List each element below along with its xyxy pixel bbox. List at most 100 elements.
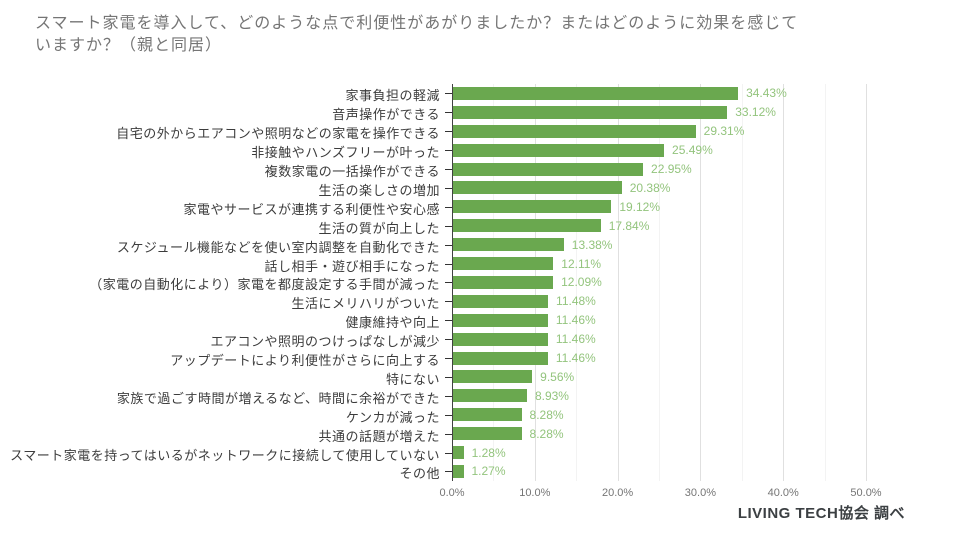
category-tick: [445, 471, 452, 472]
category-tick: [445, 377, 452, 378]
bar: [453, 276, 554, 289]
bar-value-label: 1.27%: [471, 464, 506, 478]
gridline-minor: [741, 84, 743, 481]
gridline-major: [866, 84, 867, 481]
category-tick: [445, 131, 452, 132]
bar: [453, 295, 549, 308]
bar: [453, 370, 533, 383]
category-tick: [445, 339, 452, 340]
bar-value-label: 11.48%: [556, 294, 596, 308]
bar-value-label: 11.46%: [555, 332, 596, 346]
bar: [453, 408, 522, 421]
bar: [453, 106, 728, 119]
category-label: 非接触やハンズフリーが叶った: [251, 145, 440, 160]
category-label: 話し相手・遊び相手になった: [264, 259, 440, 274]
category-label: 家電やサービスが連携する利便性や安心感: [183, 202, 440, 217]
bar-value-label: 13.38%: [571, 238, 613, 252]
bar: [453, 238, 564, 251]
x-axis-label: 10.0%: [519, 486, 551, 499]
bar-value-label: 8.28%: [529, 427, 564, 441]
category-tick: [445, 396, 452, 397]
category-label: 健康維持や向上: [345, 315, 440, 330]
category-tick: [445, 150, 452, 151]
gridline-major: [783, 84, 785, 481]
category-label: 生活の質が向上した: [318, 221, 440, 236]
x-axis-label: 40.0%: [767, 486, 799, 499]
category-label: 自宅の外からエアコンや照明などの家電を操作できる: [116, 126, 440, 141]
bar-value-label: 19.12%: [619, 200, 661, 214]
category-tick: [445, 245, 452, 246]
category-tick: [445, 453, 452, 454]
category-label: 生活の楽しさの増加: [318, 183, 440, 198]
category-tick: [445, 226, 452, 227]
bar: [453, 125, 696, 138]
category-label: 共通の話題が増えた: [318, 429, 440, 444]
chart-title-line2: いますか？（親と同居）: [35, 36, 223, 54]
bar-value-label: 8.93%: [534, 389, 569, 403]
bar-value-label: 20.38%: [629, 181, 671, 195]
bar: [453, 200, 612, 213]
bar-value-label: 34.43%: [746, 86, 787, 100]
category-tick: [445, 301, 452, 302]
source-note: LIVING TECH協会 調べ: [737, 505, 905, 522]
chart-title: スマート家電を導入して、どのような点で利便性があがりましたか？またはどのように効…: [35, 13, 935, 56]
bar: [453, 389, 527, 402]
category-tick: [445, 188, 452, 189]
gridline-major: [700, 84, 702, 481]
category-tick: [445, 169, 452, 170]
bar-value-label: 25.49%: [672, 143, 713, 157]
category-label: 特にない: [385, 372, 440, 387]
x-axis-label: 30.0%: [684, 486, 716, 499]
gridline-major: [617, 84, 619, 481]
category-tick: [445, 93, 452, 94]
bar: [453, 144, 665, 157]
bar: [453, 219, 601, 232]
gridline-minor: [576, 84, 578, 481]
x-axis-label: 20.0%: [601, 486, 634, 499]
category-label: その他: [399, 466, 440, 481]
category-label: 家族で過ごす時間が増えるなど、時間に余裕ができた: [116, 391, 440, 406]
category-tick: [445, 358, 452, 359]
category-tick: [445, 434, 452, 435]
chart-title-line1: スマート家電を導入して、どのような点で利便性があがりましたか？またはどのように効…: [35, 15, 799, 32]
category-tick: [445, 264, 452, 265]
category-label: アップデートにより利便性がさらに向上する: [170, 353, 440, 368]
bar: [453, 333, 548, 346]
category-label: スマート家電を持ってはいるがネットワークに接続して使用していない: [10, 448, 440, 463]
bar-value-label: 9.56%: [540, 370, 575, 384]
bar: [453, 446, 464, 459]
bar-value-label: 12.11%: [561, 257, 602, 271]
gridline-minor: [824, 84, 826, 481]
bar-value-label: 17.84%: [608, 219, 650, 233]
category-tick: [445, 282, 452, 283]
bar: [453, 465, 464, 478]
bar: [453, 257, 554, 270]
bar: [453, 181, 622, 194]
bar-value-label: 29.31%: [703, 124, 745, 138]
category-label: 家事負担の軽減: [345, 88, 440, 103]
category-label: スケジュール機能などを使い室内調整を自動化できた: [116, 240, 440, 255]
category-label: 生活にメリハリがついた: [291, 296, 440, 311]
bar-value-label: 12.09%: [561, 275, 602, 289]
category-label: 複数家電の一括操作ができる: [264, 164, 440, 179]
category-tick: [445, 320, 452, 321]
bar-value-label: 11.46%: [555, 351, 596, 365]
category-label: （家電の自動化により）家電を都度設定する手間が減った: [89, 277, 440, 292]
bar: [453, 427, 522, 440]
x-axis-label: 0.0%: [439, 486, 465, 499]
x-axis-label: 50.0%: [850, 486, 882, 499]
bar: [453, 163, 644, 176]
category-label: エアコンや照明のつけっぱなしが減少: [210, 334, 440, 349]
bar: [453, 314, 548, 327]
bar-value-label: 33.12%: [735, 105, 776, 119]
bar-value-label: 8.28%: [529, 408, 564, 422]
bar: [453, 87, 739, 100]
axis-baseline: [452, 84, 453, 481]
bar-value-label: 1.28%: [471, 446, 506, 460]
bar-value-label: 11.46%: [555, 313, 596, 327]
category-label: 音声操作ができる: [332, 107, 440, 122]
bar: [453, 352, 548, 365]
category-tick: [445, 112, 452, 113]
